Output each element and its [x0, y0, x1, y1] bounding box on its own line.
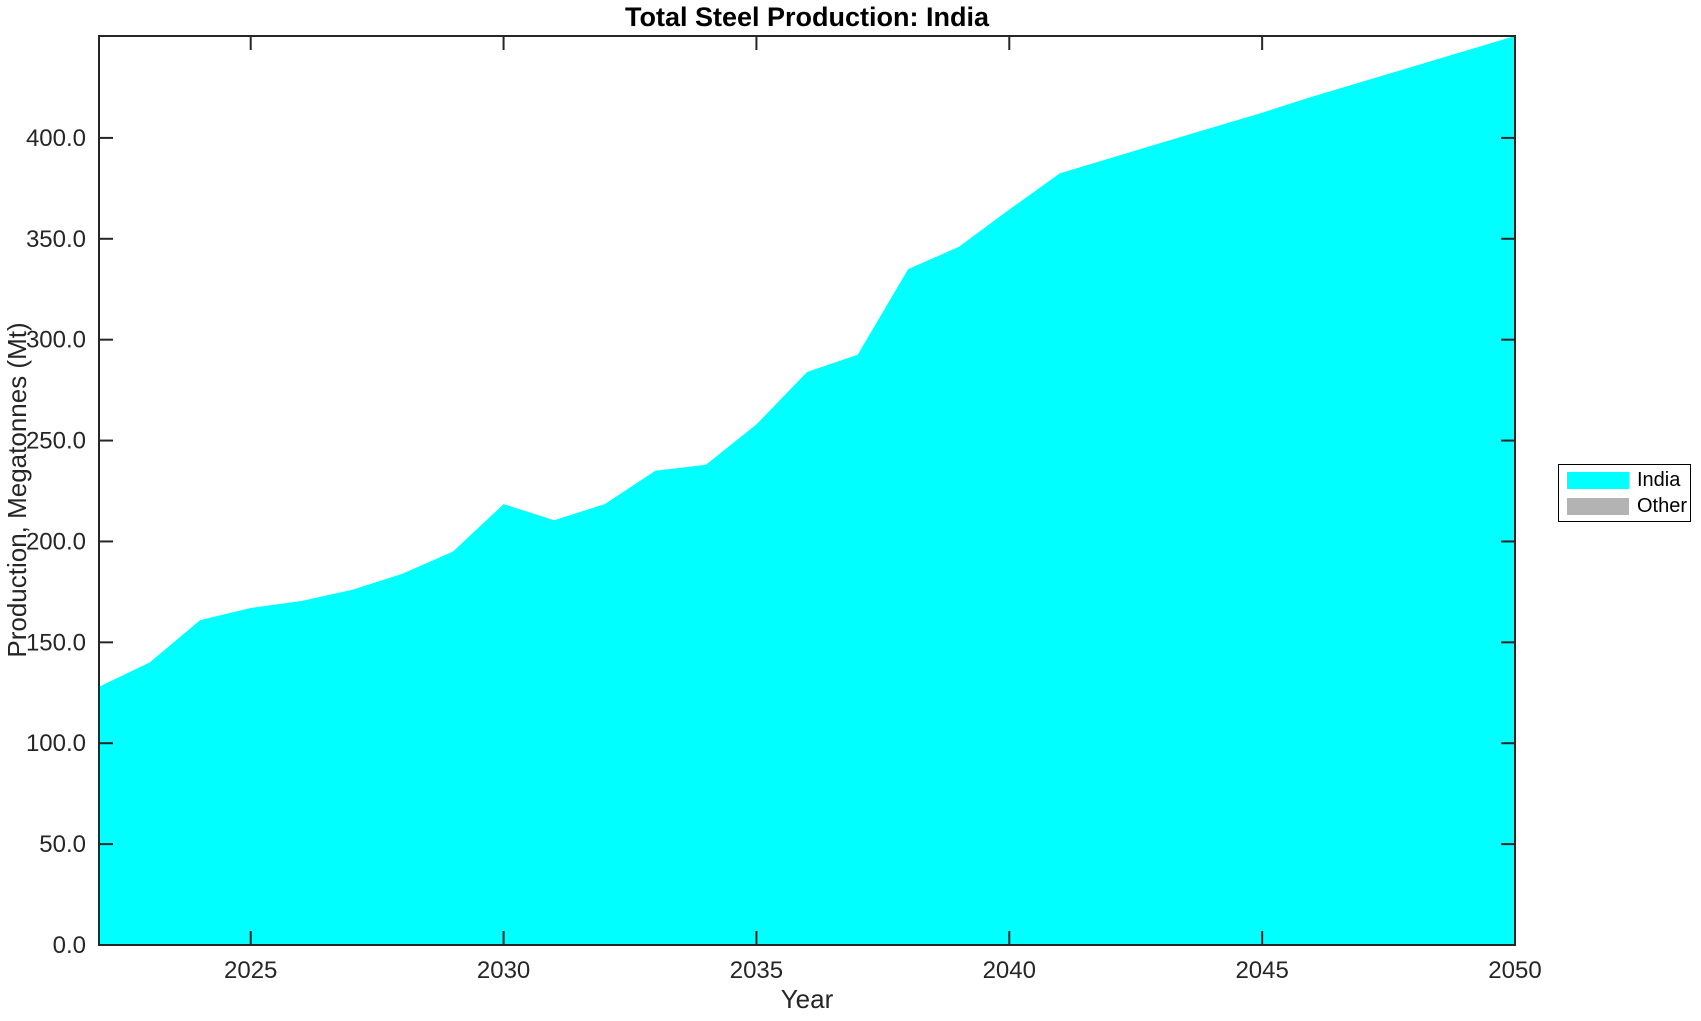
y-tick-label: 200.0	[26, 528, 86, 555]
x-tick-label: 2030	[477, 957, 530, 984]
x-tick-label: 2050	[1488, 957, 1541, 984]
chart-title: Total Steel Production: India	[625, 2, 990, 32]
y-tick-label: 50.0	[39, 831, 86, 858]
other-swatch	[1567, 497, 1629, 515]
axes-box	[98, 35, 1516, 946]
plot-area: 2025 2030 2035 2040 2045 2050 0.0 50.0 100.0 150.…	[26, 35, 1542, 984]
x-tick-label: 2040	[983, 957, 1036, 984]
x-axis-label: Year	[781, 984, 834, 1014]
x-tick-label: 2045	[1235, 957, 1288, 984]
y-tick-label: 150.0	[26, 629, 86, 656]
y-tick-label: 100.0	[26, 730, 86, 757]
x-tick-label: 2035	[730, 957, 783, 984]
india-swatch	[1567, 471, 1629, 489]
y-tick-label: 350.0	[26, 226, 86, 253]
legend-item-other: Other	[1567, 495, 1688, 517]
y-tick-label: 0.0	[53, 932, 86, 959]
y-tick-label: 400.0	[26, 125, 86, 152]
area-series-india	[99, 36, 1515, 945]
legend-item-india: India	[1567, 470, 1684, 490]
y-axis-label: Production, Megatonnes (Mt)	[2, 322, 32, 657]
legend-label-other: Other	[1637, 495, 1688, 517]
y-tick-label: 250.0	[26, 428, 86, 455]
legend-label-india: India	[1637, 469, 1681, 491]
legend: India Other	[1558, 464, 1691, 522]
y-tick-label: 300.0	[26, 327, 86, 354]
x-tick-label: 2025	[224, 957, 277, 984]
